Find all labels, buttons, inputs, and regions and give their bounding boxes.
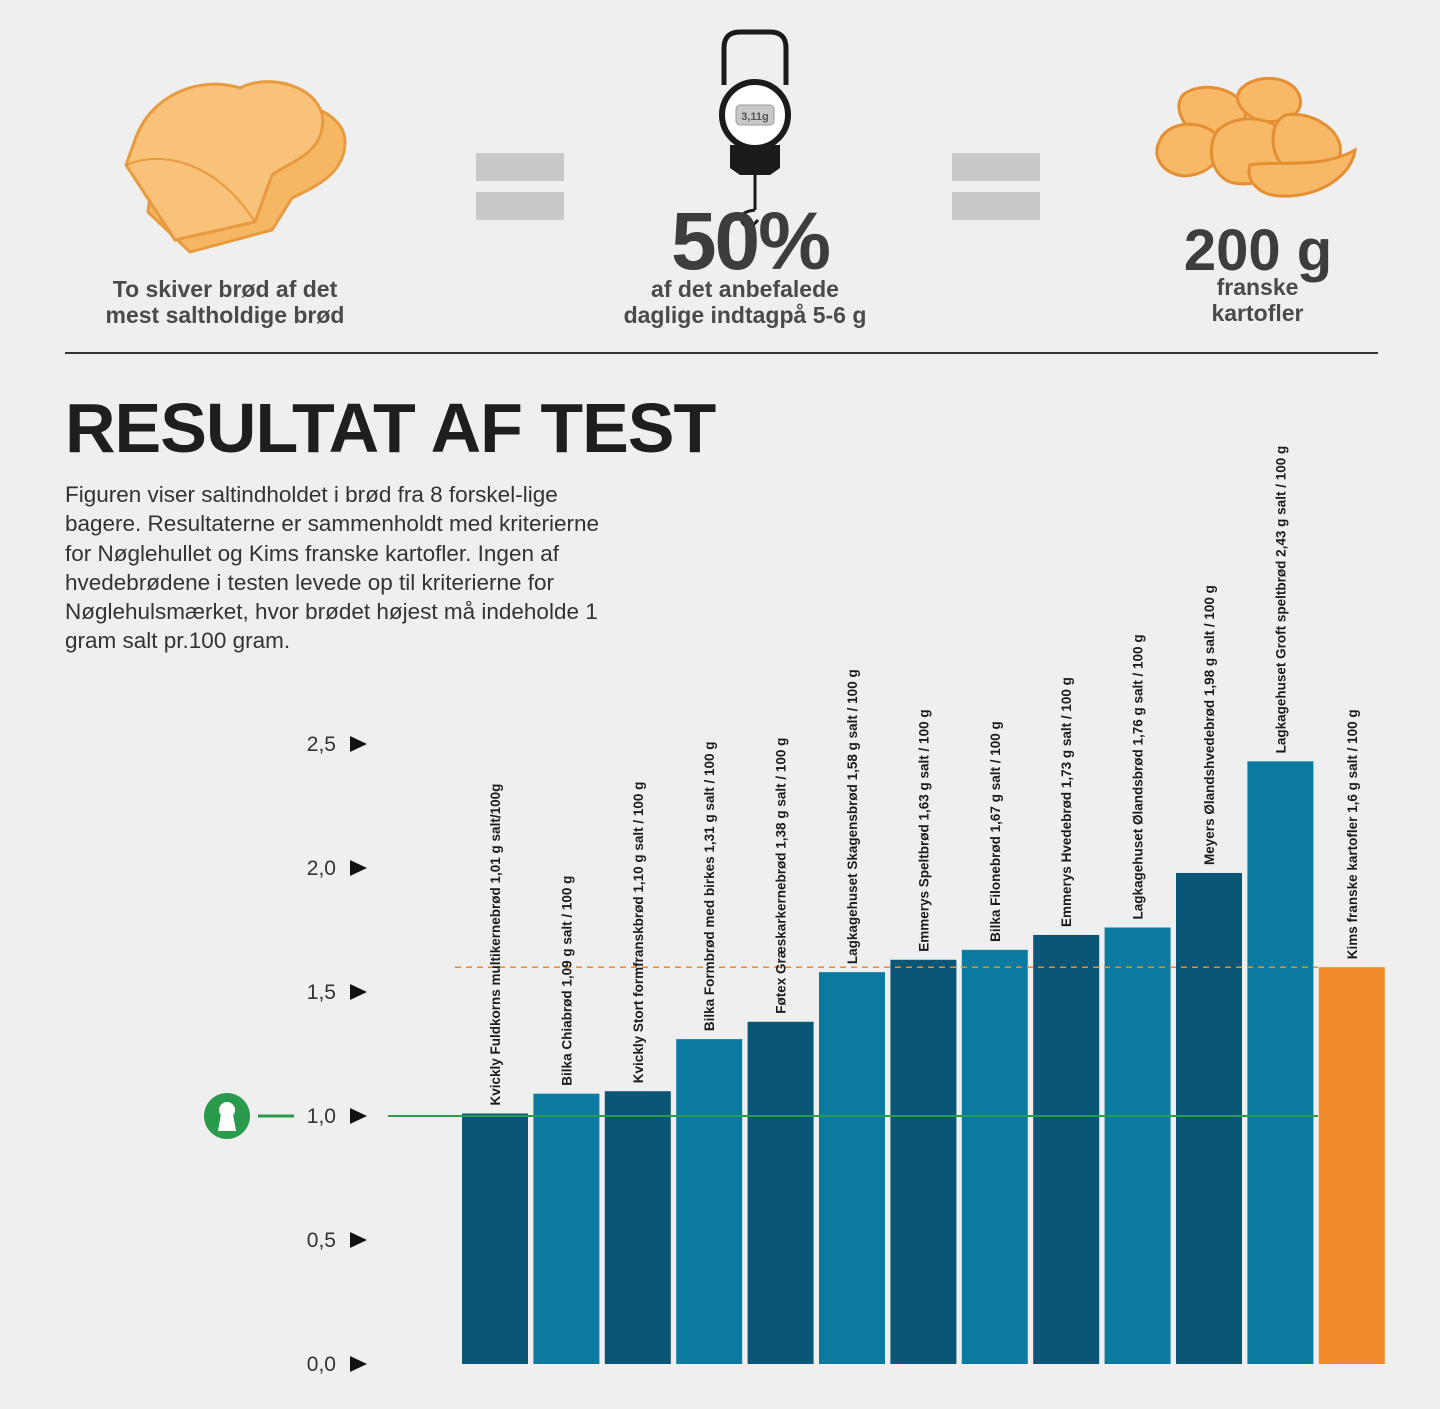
y-tick-arrow-icon: [350, 1108, 367, 1124]
scale-reading: 3,11g: [741, 111, 769, 123]
bread-caption: To skiver brød af det mest saltholdige b…: [105, 276, 345, 328]
percent-value: 50%: [670, 196, 831, 287]
bar-4: [676, 1039, 743, 1364]
chips-icon: [1155, 76, 1357, 198]
y-tick-arrow-icon: [350, 1232, 367, 1248]
y-tick-arrow-icon: [350, 736, 367, 752]
bar-2: [533, 1093, 600, 1364]
bar-label-10: Lagkagehuset Ølandsbrød 1,76 g salt / 10…: [1131, 634, 1146, 919]
bar-5: [747, 1021, 814, 1364]
keyhole-icon: [204, 1093, 294, 1139]
equals-icon: [476, 153, 564, 220]
bar-label-7: Emmerys Speltbrød 1,63 g salt / 100 g: [916, 709, 931, 951]
y-tick-label: 0,0: [307, 1353, 336, 1376]
bar-label-5: Føtex Græskarkernebrød 1,38 g salt / 100…: [774, 738, 789, 1014]
section-divider: [65, 352, 1378, 354]
scale-icon: 3,11g: [719, 29, 791, 228]
bar-11: [1176, 872, 1242, 1364]
bar-10: [1104, 927, 1171, 1364]
y-tick-label: 2,0: [307, 857, 336, 880]
bar-label-8: Bilka Filonebrød 1,67 g salt / 100 g: [988, 721, 1003, 942]
bread-icon: [124, 80, 347, 254]
bar-9: [1033, 934, 1100, 1364]
bar-label-13: Kims franske kartofler 1,6 g salt / 100 …: [1345, 709, 1360, 959]
bar-label-9: Emmerys Hvedebrød 1,73 g salt / 100 g: [1059, 677, 1074, 927]
bar-13: [1318, 967, 1385, 1364]
bar-label-3: Kvickly Stort formfranskbrød 1,10 g salt…: [631, 782, 646, 1084]
bar-label-6: Lagkagehuset Skagensbrød 1,58 g salt / 1…: [845, 669, 860, 964]
bar-label-12: Lagkagehuset Groft speltbrød 2,43 g salt…: [1273, 446, 1288, 754]
section-description: Figuren viser saltindholdet i brød fra 8…: [65, 482, 600, 654]
y-tick-label: 2,5: [307, 733, 336, 756]
top-infographic: 3,11g: [124, 29, 1357, 254]
bar-label-2: Bilka Chiabrød 1,09 g salt / 100 g: [559, 876, 574, 1086]
bar-label-4: Bilka Formbrød med birkes 1,31 g salt / …: [702, 742, 717, 1032]
y-tick-arrow-icon: [350, 984, 367, 1000]
bar-6: [819, 972, 885, 1364]
bar-12: [1247, 761, 1314, 1364]
bar-7: [890, 959, 957, 1364]
y-tick-arrow-icon: [350, 860, 367, 876]
chips-caption: franske kartofler: [1211, 274, 1304, 326]
y-tick-label: 1,5: [307, 981, 336, 1004]
percent-caption: af det anbefalede daglige indtagpå 5-6 g: [623, 276, 867, 328]
bar-label-11: Meyers Ølandshvedebrød 1,98 g salt / 100…: [1202, 585, 1217, 865]
bar-1: [462, 1113, 528, 1364]
bar-8: [961, 949, 1028, 1364]
equals-icon: [952, 153, 1040, 220]
y-tick-label: 0,5: [307, 1229, 336, 1252]
bar-3: [604, 1091, 671, 1364]
bar-label-1: Kvickly Fuldkorns multikernebrød 1,01 g …: [488, 784, 503, 1106]
section-title: RESULTAT AF TEST: [65, 389, 716, 467]
chips-amount: 200 g: [1183, 218, 1333, 283]
y-tick-label: 1,0: [307, 1105, 336, 1128]
y-tick-arrow-icon: [350, 1356, 367, 1372]
